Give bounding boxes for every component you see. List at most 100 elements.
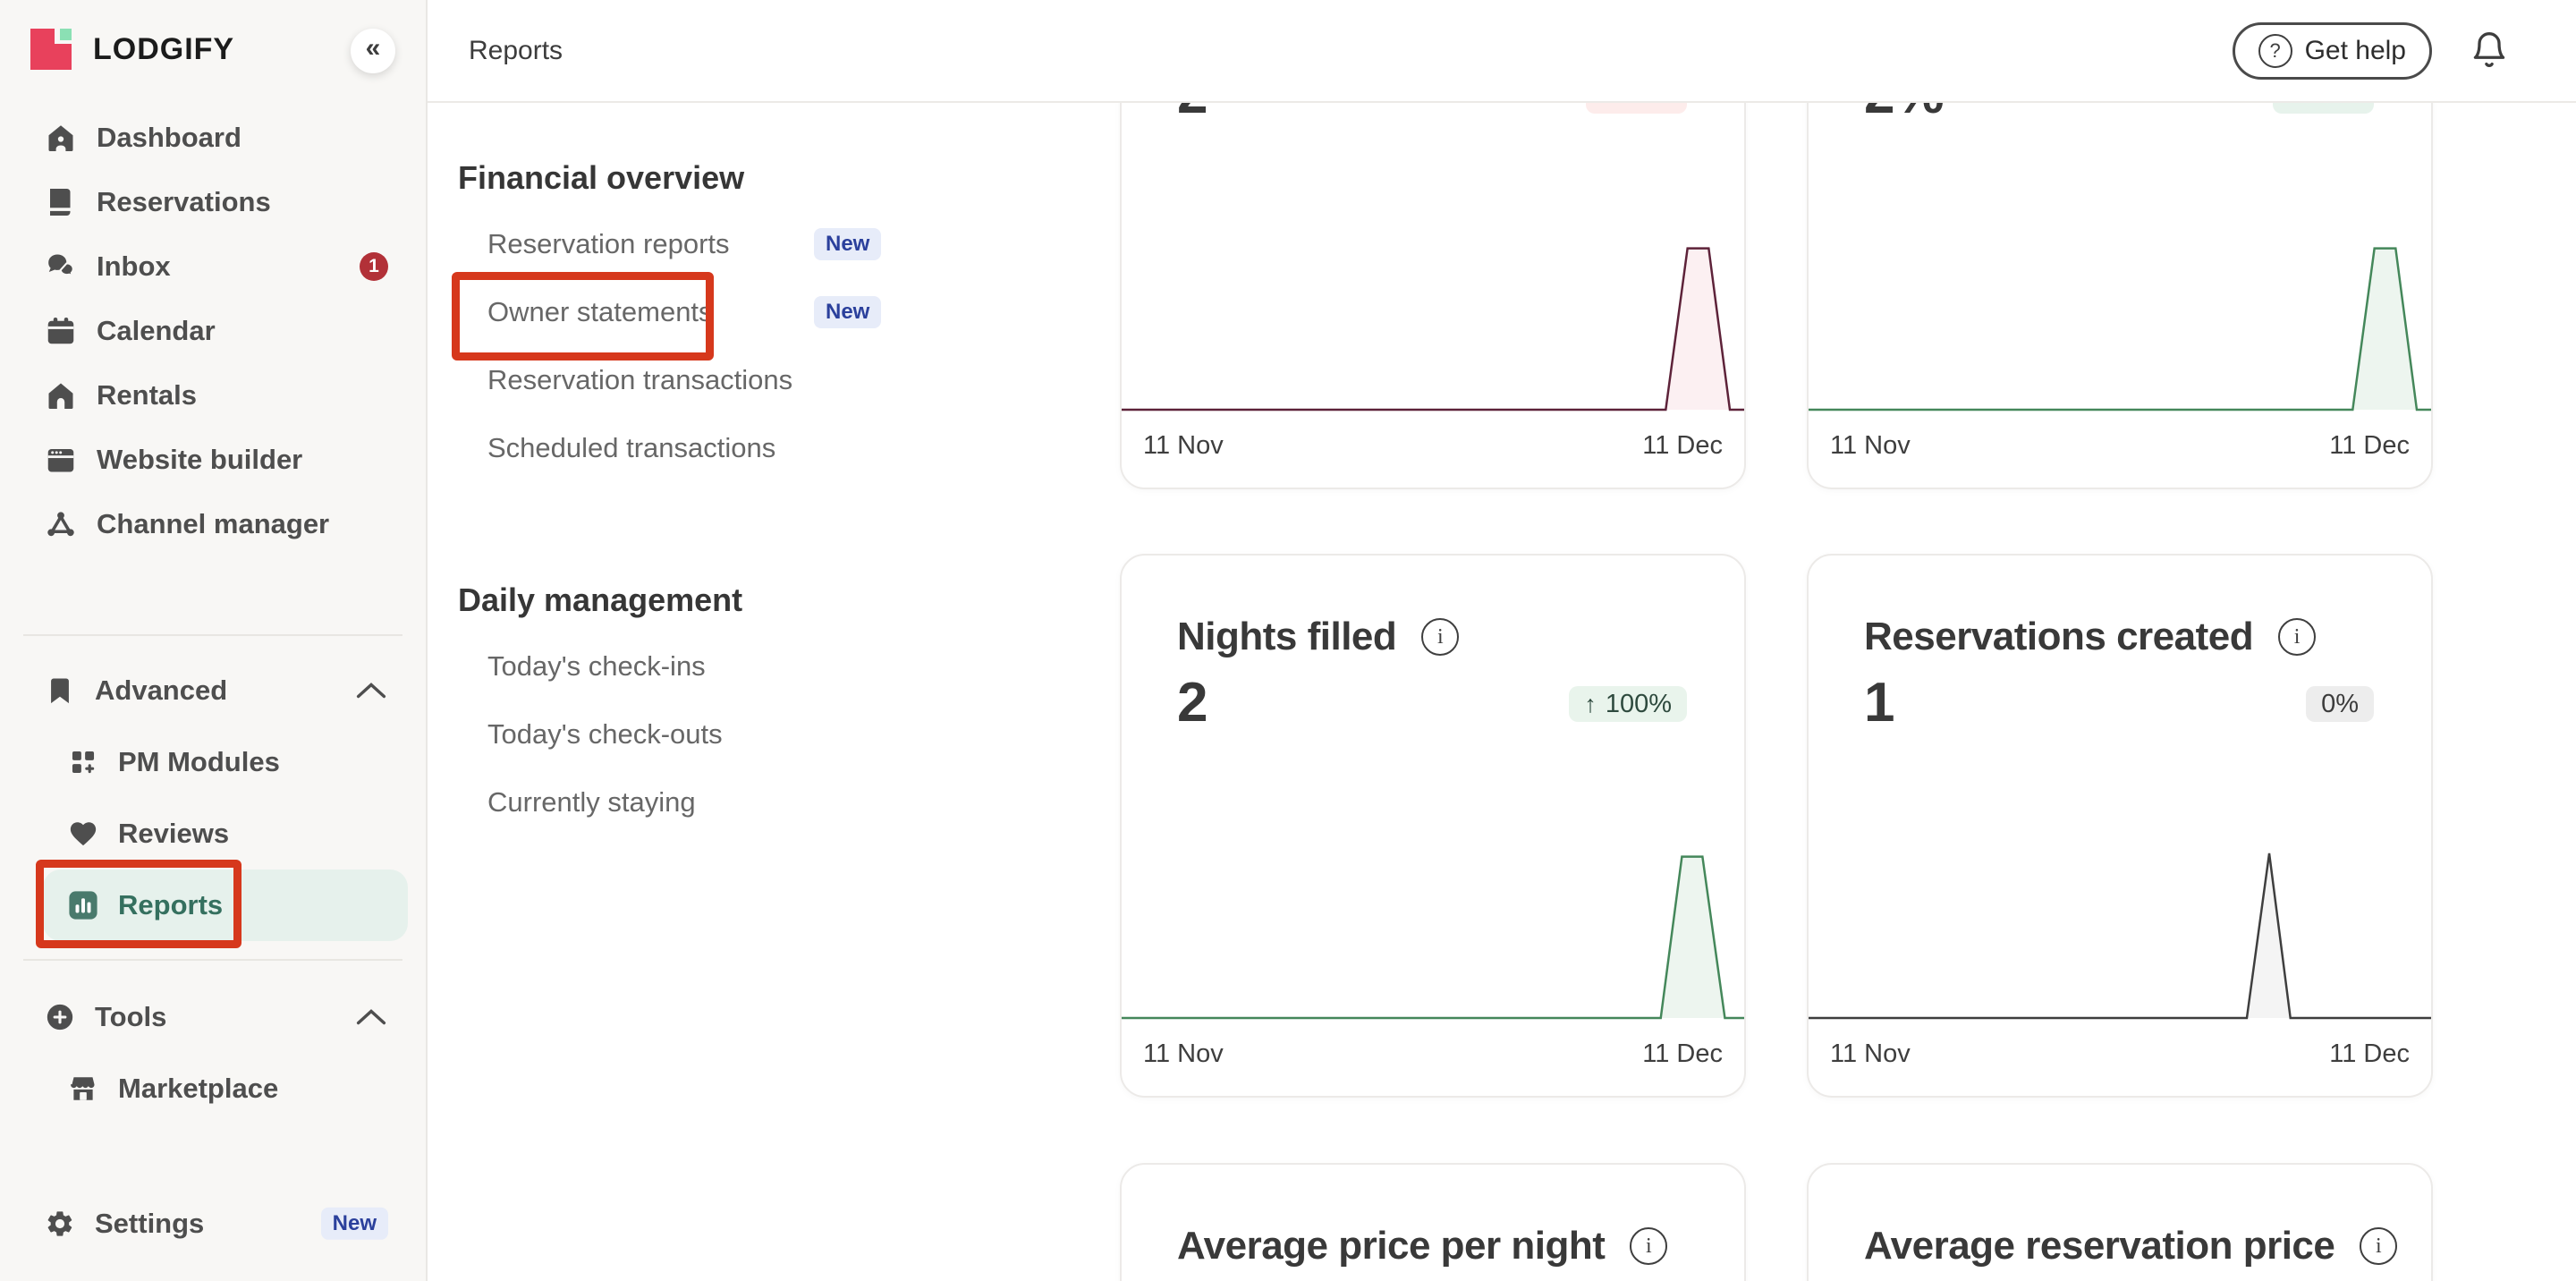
chart-axis: 11 Nov 11 Dec bbox=[1830, 431, 2410, 461]
area-chart bbox=[1809, 247, 2431, 411]
sidebar-item-label: Reports bbox=[118, 889, 224, 920]
area-chart bbox=[1122, 247, 1744, 411]
info-icon[interactable]: i bbox=[2278, 618, 2317, 656]
heart-icon bbox=[70, 822, 97, 846]
sidebar-item-dashboard[interactable]: Dashboard bbox=[0, 106, 426, 170]
financial-overview-heading: Financial overview bbox=[458, 159, 745, 196]
bookmark-icon bbox=[51, 678, 69, 704]
sidebar-item-label: Reviews bbox=[118, 818, 230, 849]
link-row: Scheduled transactions bbox=[487, 414, 1042, 482]
info-icon[interactable]: i bbox=[1421, 618, 1460, 656]
reports-active-highlight bbox=[43, 870, 408, 941]
chat-bubbles-icon bbox=[48, 254, 74, 278]
axis-label-end: 11 Dec bbox=[1642, 1039, 1723, 1068]
notifications-bell-icon[interactable] bbox=[2469, 30, 2510, 72]
axis-label-end: 11 Dec bbox=[2329, 1039, 2410, 1068]
sidebar-item-pm-modules[interactable]: PM Modules bbox=[0, 726, 426, 798]
sidebar-item-calendar[interactable]: Calendar bbox=[0, 299, 426, 363]
axis-label-start: 11 Nov bbox=[1143, 1039, 1224, 1068]
sidebar-item-label: Settings bbox=[95, 1208, 205, 1239]
sidebar-divider bbox=[23, 634, 402, 636]
chevron-up-icon bbox=[356, 1009, 386, 1025]
sidebar-group-advanced[interactable]: Advanced bbox=[0, 655, 426, 726]
change-value: 100% bbox=[1605, 689, 1672, 718]
plus-circle-icon bbox=[47, 1004, 73, 1031]
link-row: Today's check-ins bbox=[487, 632, 1042, 700]
chart-axis: 11 Nov 11 Dec bbox=[1830, 1039, 2410, 1069]
info-icon[interactable]: i bbox=[1630, 1227, 1668, 1265]
link-todays-check-ins[interactable]: Today's check-ins bbox=[487, 650, 706, 682]
sidebar-item-label: Channel manager bbox=[97, 508, 330, 539]
link-todays-check-outs[interactable]: Today's check-outs bbox=[487, 718, 723, 750]
kpi-value: 1 bbox=[1864, 672, 1895, 734]
area-chart bbox=[1809, 853, 2431, 1020]
storefront-icon bbox=[71, 1077, 95, 1100]
sidebar-item-inbox[interactable]: Inbox 1 bbox=[0, 234, 426, 299]
sidebar-item-website-builder[interactable]: Website builder bbox=[0, 428, 426, 492]
card-title: Average reservation price bbox=[1864, 1224, 2335, 1268]
question-circle-icon: ? bbox=[2258, 34, 2292, 68]
sidebar-item-reviews[interactable]: Reviews bbox=[0, 798, 426, 870]
sidebar-nav: Dashboard Reservations Inbox 1 bbox=[0, 106, 426, 556]
axis-label-start: 11 Nov bbox=[1143, 431, 1224, 460]
sidebar-item-label: Dashboard bbox=[97, 122, 242, 153]
link-owner-statements[interactable]: Owner statements bbox=[487, 296, 713, 327]
link-row: Owner statements New bbox=[487, 278, 1042, 346]
sidebar-item-label: PM Modules bbox=[118, 746, 280, 777]
sidebar-item-label: Rentals bbox=[97, 379, 197, 411]
change-badge: ↑ 100% bbox=[1569, 686, 1687, 722]
sidebar-item-label: Calendar bbox=[97, 315, 216, 346]
inbox-unread-badge: 1 bbox=[360, 252, 388, 281]
sidebar-group-tools[interactable]: Tools bbox=[0, 981, 426, 1053]
card-title: Average price per night bbox=[1177, 1224, 1606, 1268]
house-icon bbox=[48, 383, 73, 409]
info-icon[interactable]: i bbox=[2360, 1227, 2398, 1265]
link-currently-staying[interactable]: Currently staying bbox=[487, 786, 696, 818]
link-reservation-reports[interactable]: Reservation reports bbox=[487, 228, 730, 259]
kpi-card-reservations-created: Reservations created i 1 0% 11 Nov 11 De… bbox=[1807, 554, 2433, 1098]
bar-chart-icon bbox=[69, 891, 97, 920]
sidebar-item-label: Reservations bbox=[97, 186, 271, 217]
settings-new-badge: New bbox=[320, 1207, 388, 1241]
kpi-card-average-reservation-price: Average reservation price i bbox=[1807, 1163, 2433, 1281]
sidebar-item-reservations[interactable]: Reservations bbox=[0, 170, 426, 234]
link-row: Reservation reports New bbox=[487, 210, 1042, 278]
network-icon bbox=[47, 512, 74, 537]
calendar-icon bbox=[47, 318, 74, 344]
page-title: Reports bbox=[469, 35, 564, 65]
daily-management-links: Today's check-ins Today's check-outs Cur… bbox=[487, 632, 1042, 836]
sidebar-item-reports[interactable]: Reports bbox=[0, 870, 426, 941]
kpi-card-average-price-per-night: Average price per night i bbox=[1120, 1163, 1746, 1281]
daily-management-heading: Daily management bbox=[458, 581, 743, 618]
new-badge: New bbox=[814, 227, 882, 261]
gear-icon bbox=[47, 1211, 72, 1236]
logo-text: LODGIFY bbox=[93, 31, 235, 66]
chevron-up-icon bbox=[356, 683, 386, 699]
lodgify-logo[interactable]: LODGIFY bbox=[29, 27, 234, 72]
sidebar-group-label: Tools bbox=[95, 1001, 167, 1032]
financial-overview-links: Reservation reports New Owner statements… bbox=[487, 210, 1042, 482]
link-scheduled-transactions[interactable]: Scheduled transactions bbox=[487, 432, 776, 463]
top-bar: Reports ? Get help bbox=[428, 0, 2576, 103]
sidebar-item-settings[interactable]: Settings New bbox=[0, 1188, 426, 1260]
get-help-label: Get help bbox=[2304, 36, 2406, 65]
book-icon bbox=[50, 189, 71, 216]
sidebar-collapse-button[interactable]: « bbox=[351, 29, 395, 73]
modules-grid-icon bbox=[72, 751, 95, 774]
change-badge: 0% bbox=[2306, 686, 2374, 722]
sidebar-item-rentals[interactable]: Rentals bbox=[0, 363, 426, 428]
sidebar-item-label: Inbox bbox=[97, 250, 171, 282]
sidebar-item-label: Website builder bbox=[97, 444, 303, 475]
get-help-button[interactable]: ? Get help bbox=[2232, 22, 2432, 80]
sidebar-divider bbox=[23, 959, 402, 961]
sidebar-item-marketplace[interactable]: Marketplace bbox=[0, 1053, 426, 1124]
change-value: 0% bbox=[2321, 689, 2359, 718]
new-badge: New bbox=[814, 295, 882, 329]
sidebar-group-label: Advanced bbox=[95, 674, 228, 706]
sidebar-tools-section: Tools Marketplace bbox=[0, 981, 426, 1124]
link-reservation-transactions[interactable]: Reservation transactions bbox=[487, 364, 793, 395]
area-chart bbox=[1122, 855, 1744, 1020]
chart-axis: 11 Nov 11 Dec bbox=[1143, 1039, 1723, 1069]
sidebar-item-channel-manager[interactable]: Channel manager bbox=[0, 492, 426, 556]
